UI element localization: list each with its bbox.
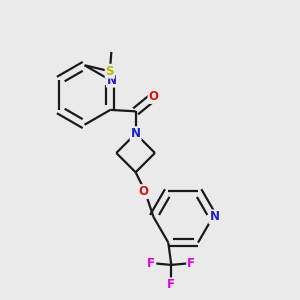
Text: N: N <box>107 74 117 87</box>
Text: N: N <box>209 210 219 224</box>
Text: N: N <box>130 127 141 140</box>
Text: F: F <box>167 278 175 291</box>
Text: O: O <box>148 90 158 103</box>
Text: S: S <box>106 65 114 78</box>
Text: O: O <box>138 185 148 198</box>
Text: F: F <box>187 257 195 270</box>
Text: F: F <box>147 257 155 270</box>
